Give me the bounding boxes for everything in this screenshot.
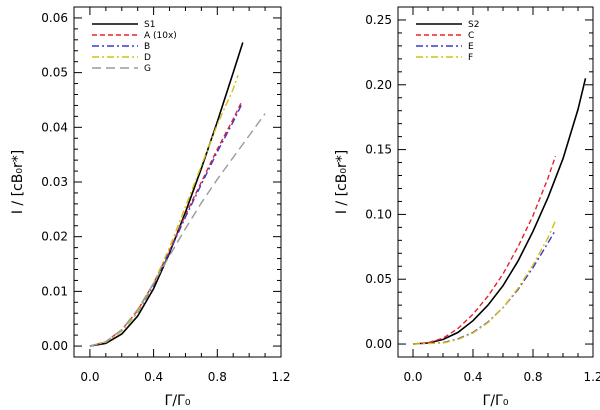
x-axis-label: Γ/Γ₀ <box>165 393 191 409</box>
y-tick-label: 0.05 <box>365 272 392 286</box>
series-line-c <box>412 155 557 345</box>
series-line-a10x <box>89 102 242 347</box>
x-tick-label: 0.4 <box>144 370 163 384</box>
x-tick-label: 0.8 <box>523 370 542 384</box>
y-tick-label: 0.00 <box>41 339 68 353</box>
legend-label: E <box>468 42 474 52</box>
y-tick-label: 0.15 <box>365 143 392 157</box>
y-tick-label: 0.25 <box>365 13 392 27</box>
y-tick-label: 0.20 <box>365 78 392 92</box>
y-tick-label: 0.01 <box>41 284 68 298</box>
legend-label: G <box>144 64 151 74</box>
y-tick-label: 0.02 <box>41 230 68 244</box>
legend-label: S2 <box>468 20 479 30</box>
legend-label: C <box>468 31 474 41</box>
y-axis-label: I / [cB₀r*] <box>334 150 350 214</box>
legend-label: S1 <box>144 20 155 30</box>
y-tick-label: 0.06 <box>41 11 68 25</box>
y-tick-label: 0.03 <box>41 175 68 189</box>
x-tick-label: 0.0 <box>80 370 99 384</box>
y-tick-label: 0.00 <box>365 337 392 351</box>
x-tick-label: 1.2 <box>583 370 600 384</box>
series-line-s1 <box>89 42 244 347</box>
series-line-g <box>89 113 266 347</box>
series-line-e <box>412 229 557 345</box>
legend-label: A (10x) <box>144 31 177 41</box>
y-tick-label: 0.04 <box>41 120 68 134</box>
x-tick-label: 1.2 <box>271 370 290 384</box>
panel-2: 0.0 0.4 0.8 1.2 0.00 0.05 0.10 0.15 0.20 0.25 Γ/Γ₀… <box>334 6 600 409</box>
y-tick-label: 0.10 <box>365 207 392 221</box>
legend-label: B <box>144 42 150 52</box>
series-line-f <box>412 220 557 345</box>
plot-frame <box>397 6 594 358</box>
x-axis-label: Γ/Γ₀ <box>483 393 509 409</box>
panel-1: 0.0 0.4 0.8 1.2 0.00 0.01 0.02 0.03 0.04 0.05 0.06… <box>10 6 291 409</box>
x-tick-label: 0.4 <box>463 370 482 384</box>
x-tick-label: 0.8 <box>208 370 227 384</box>
x-tick-label: 0.0 <box>403 370 422 384</box>
series-line-s2 <box>412 78 587 345</box>
series-line-b <box>89 105 242 347</box>
legend-label: D <box>144 53 151 63</box>
legend-label: F <box>468 53 473 63</box>
series-line-d <box>89 75 239 347</box>
y-tick-label: 0.05 <box>41 66 68 80</box>
plot-frame <box>73 6 282 358</box>
y-axis-label: I / [cB₀r*] <box>10 150 26 214</box>
